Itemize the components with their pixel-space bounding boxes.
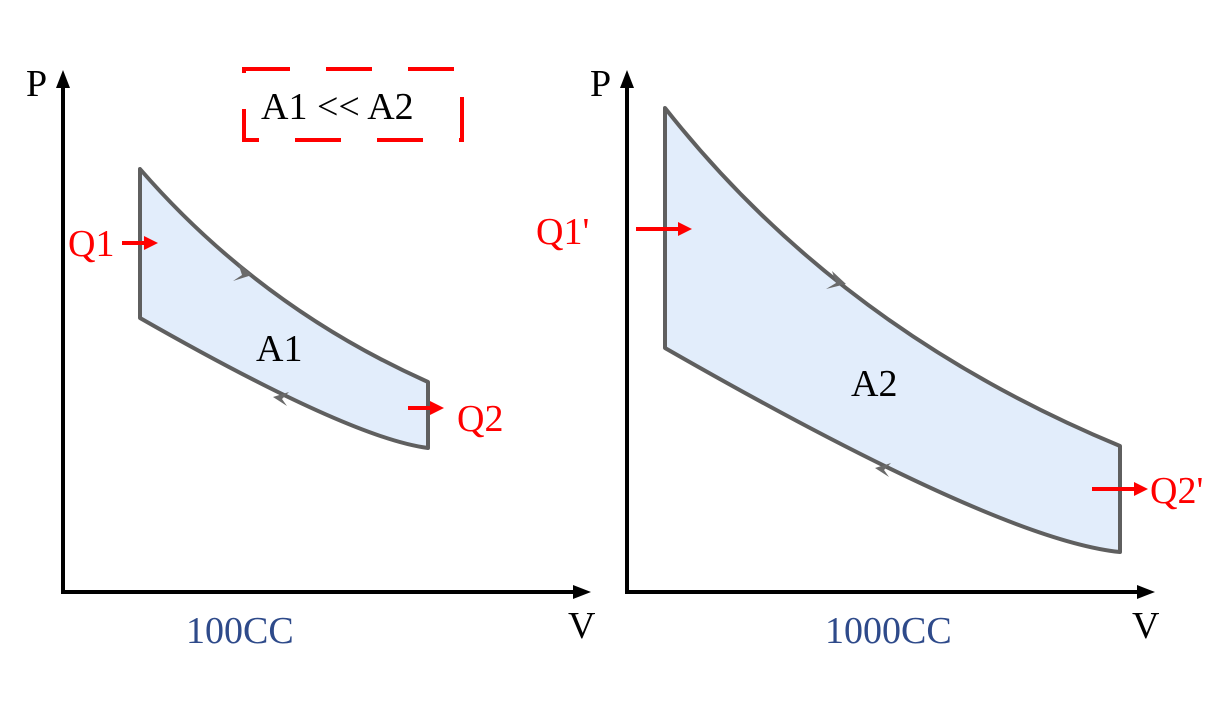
left-compression-direction-arrow xyxy=(273,392,289,406)
right-y-axis-label: P xyxy=(590,63,611,105)
left-heat-in-label: Q1 xyxy=(68,223,114,265)
left-heat-out-arrowhead xyxy=(430,401,444,415)
comparison-dashed-frame xyxy=(242,67,464,142)
right-heat-out-arrowhead xyxy=(1134,482,1148,496)
right-heat-in-arrowhead xyxy=(678,222,692,236)
left-x-axis-arrowhead xyxy=(573,585,591,599)
left-heat-in: Q1 xyxy=(68,223,158,265)
comparison-box: A1 << A2 xyxy=(242,67,464,142)
right-heat-in: Q1' xyxy=(536,211,692,253)
right-x-axis-arrowhead xyxy=(1137,585,1155,599)
left-axes: P V xyxy=(26,63,596,647)
right-caption: 1000CC xyxy=(825,610,952,652)
right-heat-out: Q2' xyxy=(1092,470,1203,512)
left-expansion-direction-arrow xyxy=(233,263,252,281)
left-heat-out: Q2 xyxy=(408,398,503,440)
left-area-label: A1 xyxy=(256,328,302,370)
left-heat-in-arrowhead xyxy=(144,236,158,250)
left-cycle-region xyxy=(138,167,430,450)
panel-right: P V Q1' Q2' A2 1000CC xyxy=(536,63,1203,652)
panel-left: P V Q1 Q2 A1 100CC xyxy=(26,63,596,652)
comparison-text: A1 << A2 xyxy=(261,86,414,128)
left-heat-out-label: Q2 xyxy=(457,398,503,440)
right-axes: P V xyxy=(590,63,1160,647)
left-y-axis-arrowhead xyxy=(56,70,70,88)
right-area-label: A2 xyxy=(851,363,897,405)
right-y-axis-arrowhead xyxy=(620,70,634,88)
left-caption: 100CC xyxy=(186,610,294,652)
right-x-axis-label: V xyxy=(1132,605,1160,647)
left-y-axis-label: P xyxy=(26,63,47,105)
right-heat-in-label: Q1' xyxy=(536,211,589,253)
right-compression-direction-arrow xyxy=(875,463,891,477)
right-heat-out-label: Q2' xyxy=(1150,470,1203,512)
right-expansion-direction-arrow xyxy=(826,271,846,289)
left-x-axis-label: V xyxy=(568,605,596,647)
right-cycle-region xyxy=(663,106,1122,554)
